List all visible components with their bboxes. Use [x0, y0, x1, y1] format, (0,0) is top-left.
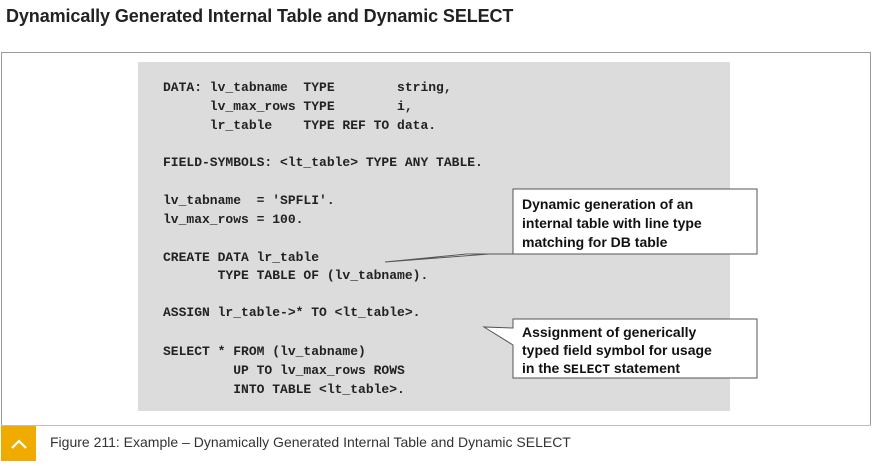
code-line: UP TO lv_max_rows ROWS — [163, 363, 405, 378]
callout-line: matching for DB table — [522, 234, 668, 250]
page-title: Dynamically Generated Internal Table and… — [6, 6, 514, 26]
code-line: lr_table TYPE REF TO data. — [163, 118, 437, 133]
code-line: CREATE DATA lr_table — [163, 250, 320, 265]
code-line: SELECT * FROM (lv_tabname) — [163, 344, 366, 359]
callout-line: Assignment of generically — [522, 324, 697, 340]
code-line: TYPE TABLE OF (lv_tabname). — [163, 268, 429, 283]
figure-caption-bar — [1, 425, 871, 461]
callout-line: in the SELECT statement — [522, 359, 712, 379]
callout-text-prefix: in the — [522, 360, 564, 376]
callout-text-suffix: statement — [610, 360, 681, 376]
callout-bubble-dynamic-generation — [384, 188, 758, 263]
code-line: lv_tabname = 'SPFLI'. — [163, 193, 335, 208]
callout-code-keyword: SELECT — [563, 362, 611, 377]
code-line: INTO TABLE <lt_table>. — [163, 382, 405, 397]
callout-line: internal table with line type — [522, 215, 702, 231]
callout-assignment: Assignment of generically typed field sy… — [522, 323, 712, 379]
figure-caption: Figure 211: Example – Dynamically Genera… — [50, 434, 571, 450]
code-line: lv_max_rows = 100. — [163, 212, 304, 227]
caption-toggle-button[interactable] — [1, 426, 36, 461]
code-line: DATA: lv_tabname TYPE string, — [163, 80, 452, 95]
callout-line: Dynamic generation of an — [522, 196, 694, 212]
chevron-up-icon — [10, 438, 27, 449]
code-line: ASSIGN lr_table->* TO <lt_table>. — [163, 305, 421, 320]
code-line: lv_max_rows TYPE i, — [163, 99, 413, 114]
callout-bubble-assignment — [482, 318, 758, 379]
callout-dynamic-generation: Dynamic generation of an internal table … — [522, 195, 702, 252]
callout-line: typed field symbol for usage — [522, 342, 712, 358]
code-line: FIELD-SYMBOLS: <lt_table> TYPE ANY TABLE… — [163, 155, 483, 170]
